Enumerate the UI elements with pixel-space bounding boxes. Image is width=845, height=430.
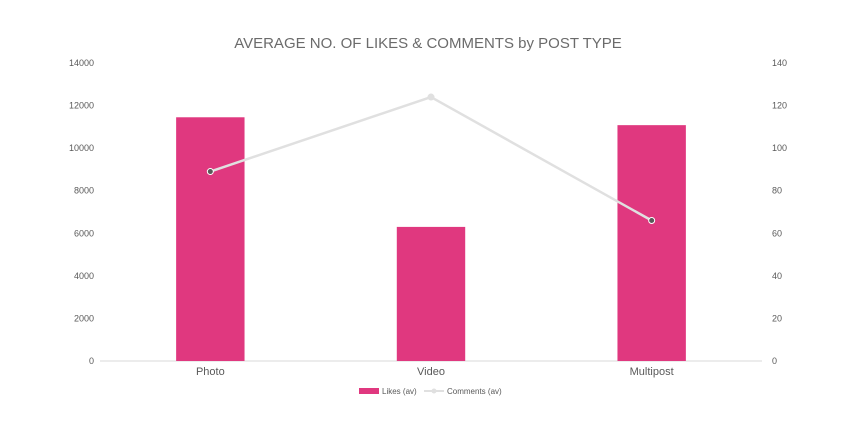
legend-likes-swatch bbox=[359, 388, 379, 394]
right-tick-label: 120 bbox=[772, 101, 787, 111]
comments-point bbox=[427, 93, 435, 101]
left-tick-label: 8000 bbox=[74, 186, 94, 196]
likes-bar bbox=[176, 117, 245, 362]
comments-point bbox=[648, 217, 656, 225]
category-label: Multipost bbox=[630, 366, 674, 378]
right-tick-label: 40 bbox=[772, 271, 782, 281]
left-y-axis: 0 2000 4000 6000 8000 10000 12000 14000 bbox=[69, 58, 94, 366]
legend-comments-marker bbox=[431, 388, 437, 394]
legend-likes-label: Likes (av) bbox=[382, 387, 417, 396]
right-tick-label: 60 bbox=[772, 228, 782, 238]
left-tick-label: 2000 bbox=[74, 313, 94, 323]
right-tick-label: 0 bbox=[772, 356, 777, 366]
left-tick-label: 14000 bbox=[69, 58, 94, 68]
likes-bar bbox=[396, 226, 466, 361]
left-tick-label: 6000 bbox=[74, 228, 94, 238]
chart-title: AVERAGE NO. OF LIKES & COMMENTS by POST … bbox=[234, 35, 622, 52]
left-tick-label: 10000 bbox=[69, 143, 94, 153]
chart-legend: Likes (av) Comments (av) bbox=[359, 387, 502, 396]
legend-comments-label: Comments (av) bbox=[447, 387, 502, 396]
x-axis-categories: Photo Video Multipost bbox=[196, 366, 674, 378]
left-tick-label: 4000 bbox=[74, 271, 94, 281]
comments-point bbox=[206, 168, 214, 176]
category-label: Video bbox=[417, 366, 445, 378]
comments-line bbox=[206, 93, 656, 225]
left-tick-label: 0 bbox=[89, 356, 94, 366]
likes-bars bbox=[176, 117, 686, 362]
right-tick-label: 100 bbox=[772, 143, 787, 153]
category-label: Photo bbox=[196, 366, 225, 378]
likes-bar bbox=[617, 125, 686, 361]
right-y-axis: 0 20 40 60 80 100 120 140 bbox=[772, 58, 787, 366]
right-tick-label: 20 bbox=[772, 313, 782, 323]
right-tick-label: 140 bbox=[772, 58, 787, 68]
left-tick-label: 12000 bbox=[69, 101, 94, 111]
right-tick-label: 80 bbox=[772, 186, 782, 196]
comments-line-path bbox=[209, 95, 653, 222]
